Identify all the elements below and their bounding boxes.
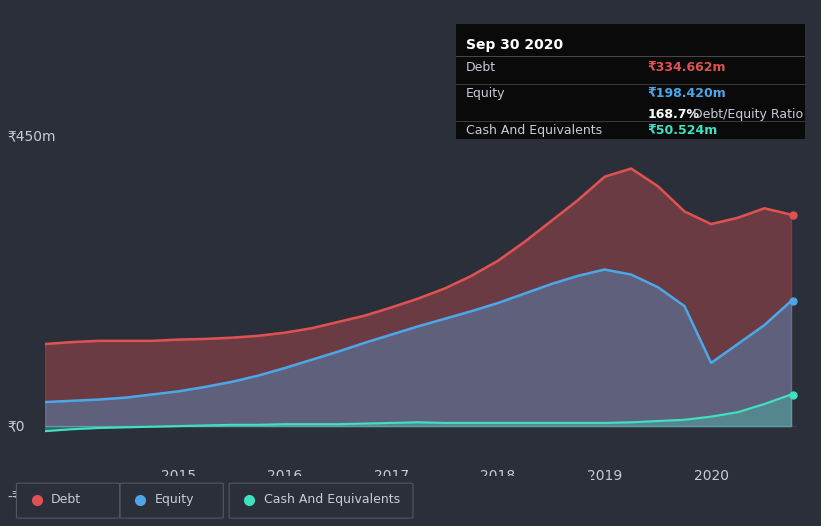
Text: -₹50m: -₹50m bbox=[7, 489, 53, 503]
Text: Debt/Equity Ratio: Debt/Equity Ratio bbox=[690, 108, 804, 121]
Text: Equity: Equity bbox=[466, 87, 506, 100]
Text: ₹50.524m: ₹50.524m bbox=[648, 124, 718, 137]
Text: Cash And Equivalents: Cash And Equivalents bbox=[264, 493, 400, 506]
Text: ₹334.662m: ₹334.662m bbox=[648, 60, 726, 74]
Text: Cash And Equivalents: Cash And Equivalents bbox=[466, 124, 603, 137]
Text: ₹0: ₹0 bbox=[7, 419, 25, 433]
Text: Debt: Debt bbox=[466, 60, 496, 74]
Text: ₹450m: ₹450m bbox=[7, 129, 56, 144]
Text: Debt: Debt bbox=[51, 493, 81, 506]
Text: Equity: Equity bbox=[154, 493, 194, 506]
Text: ₹198.420m: ₹198.420m bbox=[648, 87, 727, 100]
Text: Sep 30 2020: Sep 30 2020 bbox=[466, 37, 563, 52]
Text: 168.7%: 168.7% bbox=[648, 108, 699, 121]
